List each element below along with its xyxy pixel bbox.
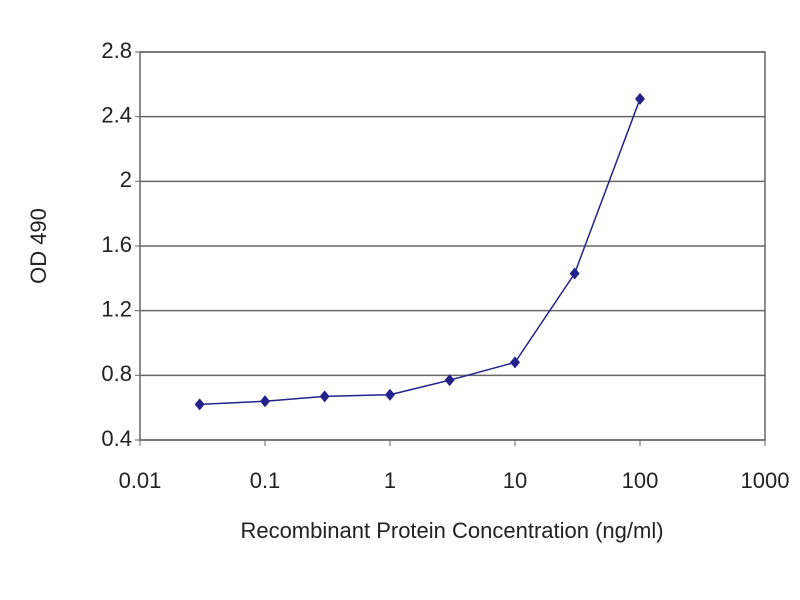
plot-border (139, 51, 766, 441)
x-tick-label: 10 (503, 468, 527, 493)
data-point (635, 92, 645, 105)
data-point (194, 398, 205, 411)
y-axis-label: OD 490 (26, 208, 51, 284)
data-point (444, 374, 455, 387)
data-point (569, 267, 580, 280)
x-tick-label: 100 (622, 468, 659, 493)
data-point (510, 356, 520, 369)
x-tick-label: 0.01 (119, 468, 162, 493)
data-point (260, 395, 270, 408)
y-tick-label: 2 (120, 167, 132, 192)
data-point (319, 390, 330, 403)
x-tick-label: 1000 (741, 468, 790, 493)
y-tick-label: 2.4 (101, 102, 132, 127)
series-line (199, 98, 641, 406)
x-axis-label: Recombinant Protein Concentration (ng/ml… (240, 518, 663, 543)
x-tick-label: 1 (384, 468, 396, 493)
y-tick-label: 1.2 (101, 296, 132, 321)
y-tick-label: 1.6 (101, 232, 132, 257)
y-tick-label: 0.4 (101, 426, 132, 451)
data-point (385, 388, 395, 401)
y-tick-label: 0.8 (101, 361, 132, 386)
x-tick-label: 0.1 (250, 468, 281, 493)
y-tick-label: 2.8 (101, 38, 132, 63)
